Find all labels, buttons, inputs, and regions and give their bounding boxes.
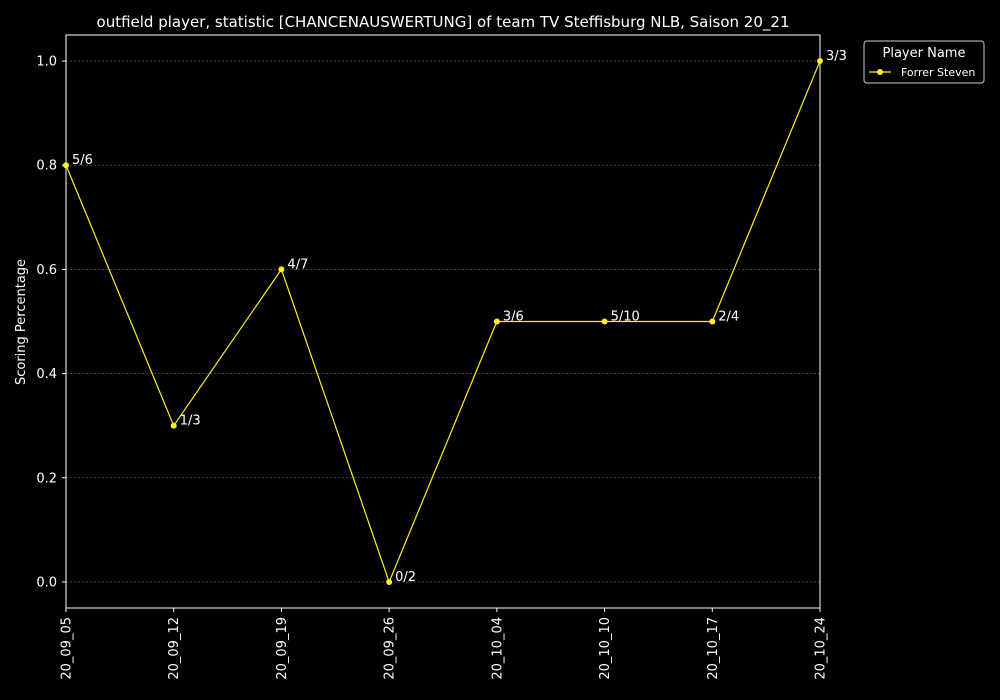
data-label: 0/2 <box>395 570 416 585</box>
x-tick-label: 20_10_04 <box>490 617 505 680</box>
x-axis-ticks: 20_09_05 20_09_12 20_09_19 20_09_26 20_10_04… <box>60 608 829 680</box>
data-point <box>493 318 500 325</box>
data-point <box>601 318 608 325</box>
plot-frame <box>65 34 821 609</box>
x-tick-label: 20_10_24 <box>814 617 829 680</box>
legend: Player Name Forrer Steven <box>863 40 985 84</box>
x-tick-label: 20_09_26 <box>383 617 398 680</box>
y-tick-label: 0.6 <box>36 263 57 278</box>
data-label: 1/3 <box>180 414 201 429</box>
x-tick-label: 20_09_19 <box>275 617 290 680</box>
data-point <box>386 578 393 585</box>
legend-title: Player Name <box>883 46 966 61</box>
legend-entry-forrer-steven: Forrer Steven <box>901 66 975 79</box>
data-label: 3/3 <box>826 49 847 64</box>
data-label: 3/6 <box>503 310 524 325</box>
data-label: 5/10 <box>611 310 640 325</box>
chart-title: outfield player, statistic [CHANCENAUSWE… <box>97 13 790 32</box>
grid-lines <box>66 60 820 583</box>
y-axis-label: Scoring Percentage <box>14 259 29 385</box>
data-label: 4/7 <box>287 257 308 272</box>
y-tick-label: 0.4 <box>36 367 57 382</box>
legend-swatch-marker <box>877 69 883 75</box>
data-point <box>709 318 716 325</box>
series-line-forrer-steven <box>65 60 821 584</box>
data-point <box>278 266 285 273</box>
x-tick-label: 20_10_10 <box>598 617 613 680</box>
data-point <box>63 162 69 169</box>
x-tick-label: 20_09_05 <box>60 617 75 680</box>
series-layer: 5/6 1/3 4/7 0/2 3/6 5/10 2/4 3/3 <box>63 49 847 585</box>
y-axis-ticks: 0.0 0.2 0.4 0.6 0.8 1.0 <box>36 55 66 590</box>
data-point <box>170 422 177 429</box>
data-point <box>817 58 823 65</box>
y-tick-label: 0.0 <box>36 575 57 590</box>
y-tick-label: 0.8 <box>36 159 57 174</box>
legend-box <box>863 40 985 84</box>
data-label: 5/6 <box>72 153 93 168</box>
x-tick-label: 20_09_12 <box>167 617 182 680</box>
y-tick-label: 0.2 <box>36 471 57 486</box>
y-tick-label: 1.0 <box>36 55 57 70</box>
x-tick-label: 20_10_17 <box>706 617 721 680</box>
data-label: 2/4 <box>718 310 739 325</box>
